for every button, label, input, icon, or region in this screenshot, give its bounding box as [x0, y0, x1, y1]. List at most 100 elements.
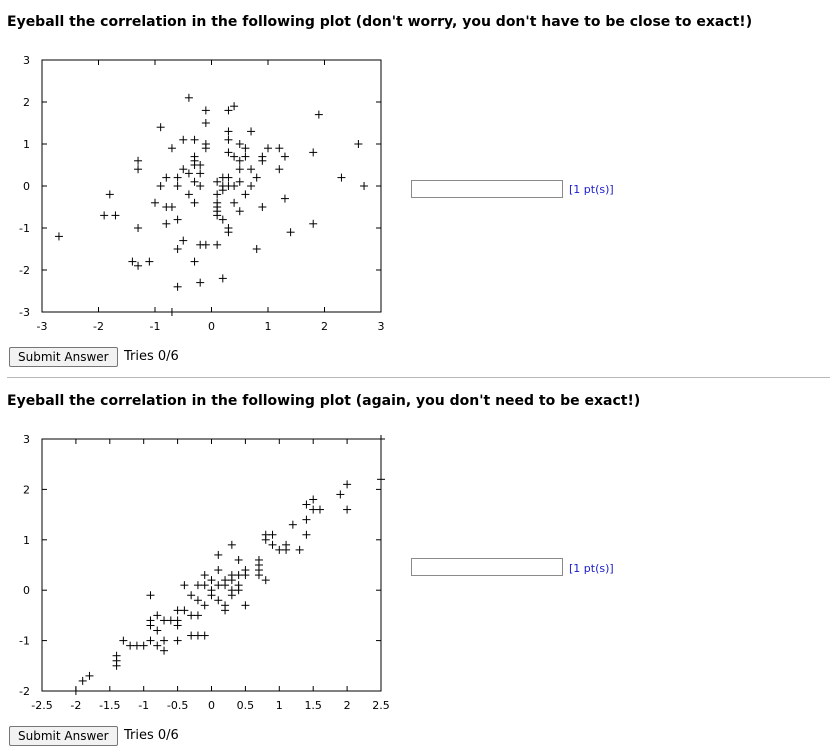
plot1-point — [309, 148, 318, 157]
question-2-submit-button[interactable]: Submit Answer — [9, 726, 118, 746]
plot1-point — [258, 156, 267, 165]
plot1-point — [151, 198, 159, 207]
plot2-point — [315, 505, 324, 514]
plot1-point — [275, 165, 284, 174]
plot1-point — [224, 173, 233, 182]
plot2-point — [309, 495, 318, 504]
plot2-xtick-label: 0.5 — [237, 699, 255, 712]
plot1-point — [134, 224, 143, 232]
plot2-point — [214, 566, 223, 575]
plot1-point — [213, 190, 222, 199]
plot1-point — [275, 144, 284, 153]
plot1-point — [218, 274, 227, 283]
plot1-xtick-label: -3 — [37, 320, 48, 333]
plot1-point — [241, 152, 250, 161]
plot1-ytick-label: 2 — [23, 96, 30, 109]
plot1-xtick-label: 3 — [378, 320, 385, 333]
plot2-point — [254, 571, 263, 580]
plot1-point — [196, 182, 205, 190]
plot2-plot-frame — [41, 438, 382, 692]
plot2-point — [180, 581, 189, 590]
plot1-point — [247, 182, 256, 190]
plot2-point — [302, 515, 311, 524]
plot1-plot-frame — [41, 59, 382, 313]
plot2-xtick-label: -2 — [70, 699, 81, 712]
plot1-point — [280, 152, 289, 161]
plot1-point — [258, 203, 267, 211]
plot1-point — [134, 156, 143, 165]
plot1-point — [167, 308, 176, 316]
plot1-point — [235, 165, 244, 174]
plot1-point — [173, 173, 182, 182]
plot2-point — [343, 505, 352, 514]
question-1-tries-counter: Tries 0/6 — [124, 349, 179, 364]
question-2-tries-counter: Tries 0/6 — [124, 728, 179, 743]
plot2-point — [153, 641, 162, 650]
plot1-point — [286, 228, 295, 237]
plot1-point — [134, 165, 143, 174]
plot2-ytick-label: -2 — [19, 685, 30, 698]
plot2-point — [160, 646, 169, 655]
plot1-point — [201, 144, 210, 153]
plot2-point — [234, 571, 243, 580]
plot1-point — [100, 211, 109, 220]
plot1-point — [179, 165, 188, 174]
plot2-point — [146, 591, 155, 600]
plot2-point — [234, 555, 243, 564]
plot1-point — [224, 106, 233, 115]
plot1-point — [337, 173, 346, 182]
plot1-ytick-label: 1 — [23, 138, 30, 151]
plot2-point — [119, 636, 128, 645]
plot1-point — [247, 165, 256, 174]
plot1-xtick-label: -1 — [150, 320, 161, 333]
plot2-point — [221, 606, 230, 615]
plot1-point — [252, 245, 261, 253]
question-2-answer-input[interactable] — [411, 558, 563, 576]
plot1-point — [241, 190, 250, 199]
plot1-xtick-label: 0 — [208, 320, 215, 333]
plot2-xtick-label: 1 — [276, 699, 283, 712]
question-1-submit-button[interactable]: Submit Answer — [9, 347, 118, 367]
question-1-title: Eyeball the correlation in the following… — [7, 14, 753, 30]
plot1-point — [218, 215, 227, 224]
plot1-point — [224, 228, 233, 237]
plot1-point — [247, 127, 256, 136]
plot1-point — [179, 236, 188, 245]
plot1-point — [173, 245, 182, 253]
plot2-xtick-label: 2.5 — [372, 699, 390, 712]
plot1-point — [224, 135, 233, 144]
plot1-point — [224, 127, 233, 136]
plot2-point — [200, 631, 209, 640]
plot1-point — [224, 148, 233, 157]
plot2-point — [336, 490, 345, 499]
plot2-xtick-label: -0.5 — [167, 699, 188, 712]
plot2-point — [193, 596, 202, 605]
plot2-point — [139, 641, 148, 650]
plot1-point — [145, 257, 154, 266]
plot1-point — [173, 215, 182, 224]
plot2-point — [261, 530, 270, 539]
plot2-point — [180, 606, 189, 615]
plot2-point — [153, 626, 162, 635]
plot1-point — [156, 182, 165, 190]
scatter-plot-1-svg: -3 -2 -1 0 1 2 3 -3 -2 -1 0 1 2 3 — [19, 54, 385, 333]
plot2-point — [153, 611, 162, 620]
plot2-point — [173, 621, 182, 630]
plot2-point — [261, 576, 270, 585]
plot2-xtick-label: 0 — [208, 699, 215, 712]
scatter-plot-2: -2.5 -2 -1.5 -1 -0.5 0 0.5 1 1.5 2 2.5 -2 -1 0 1 2 3 — [0, 430, 400, 718]
plot2-point — [234, 586, 243, 595]
question-divider — [7, 377, 830, 378]
question-1-answer-input[interactable] — [411, 180, 563, 198]
question-1-points-label: [1 pt(s)] — [569, 183, 614, 196]
plot1-xtick-label: 1 — [265, 320, 272, 333]
plot1-point — [230, 182, 239, 190]
plot1-point — [235, 207, 244, 216]
plot2-point — [85, 671, 94, 680]
plot1-point — [213, 240, 222, 249]
plot2-ytick-label: 3 — [23, 433, 30, 446]
plot2-point — [193, 581, 202, 590]
plot1-point — [354, 140, 363, 148]
plot1-point — [173, 282, 182, 291]
plot2-point — [343, 480, 352, 489]
